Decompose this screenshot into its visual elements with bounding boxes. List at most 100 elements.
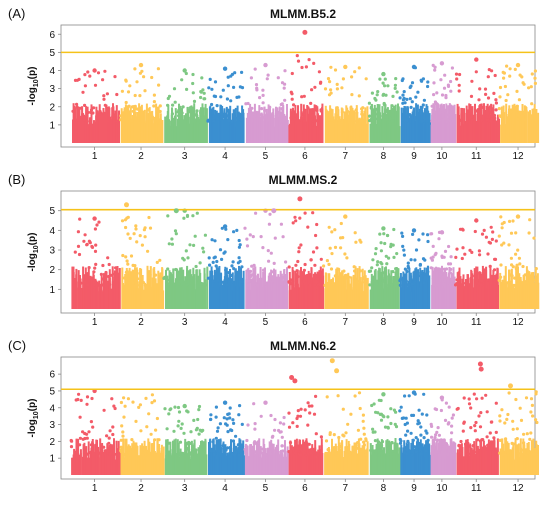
snp-point xyxy=(352,265,356,269)
chromosome-2-points xyxy=(120,215,165,309)
snp-point xyxy=(158,104,162,108)
chromosome-3-points xyxy=(162,208,209,309)
snp-point xyxy=(335,283,339,287)
snp-point xyxy=(69,438,73,443)
snp-band xyxy=(206,266,209,309)
snp-point xyxy=(220,115,224,119)
chromosome-11-points xyxy=(455,392,499,475)
snp-point xyxy=(394,274,399,278)
snp-point xyxy=(327,451,331,455)
snp-peak-point xyxy=(343,214,348,219)
snp-point xyxy=(305,442,309,446)
snp-point xyxy=(143,235,147,239)
snp-point xyxy=(82,118,86,122)
snp-point xyxy=(97,283,101,287)
snp-point xyxy=(368,114,372,118)
snp-band xyxy=(326,110,329,143)
snp-band xyxy=(113,276,116,309)
snp-point xyxy=(347,275,351,279)
snp-point xyxy=(386,415,390,419)
snp-point xyxy=(385,115,389,119)
snp-point xyxy=(197,278,201,282)
snp-point xyxy=(147,451,151,455)
snp-point xyxy=(175,453,179,457)
snp-band xyxy=(123,107,126,143)
snp-band xyxy=(310,109,313,143)
snp-point xyxy=(150,75,154,80)
snp-band xyxy=(92,442,94,475)
snp-point xyxy=(213,80,218,84)
snp-point xyxy=(150,393,154,397)
snp-point xyxy=(354,240,358,244)
snp-band xyxy=(229,269,231,309)
snp-band xyxy=(528,115,531,143)
snp-band xyxy=(153,267,156,309)
snp-point xyxy=(287,425,292,429)
snp-point xyxy=(78,436,82,440)
snp-point xyxy=(122,276,127,280)
snp-point xyxy=(383,425,388,429)
snp-point xyxy=(236,443,240,447)
snp-point xyxy=(518,406,522,410)
snp-point xyxy=(281,113,285,117)
snp-band xyxy=(306,113,309,143)
snp-point xyxy=(488,431,492,435)
snp-band xyxy=(496,438,499,475)
snp-band xyxy=(517,123,520,143)
snp-point xyxy=(310,88,314,92)
snp-point xyxy=(133,264,137,268)
snp-point xyxy=(390,441,394,445)
snp-point xyxy=(436,426,440,430)
chromosome-8-points xyxy=(367,226,400,309)
snp-point xyxy=(357,443,361,447)
snp-band xyxy=(404,446,407,475)
snp-point xyxy=(353,394,357,398)
snp-point xyxy=(347,114,351,118)
snp-point xyxy=(218,248,223,252)
snp-peak-point xyxy=(474,218,479,223)
snp-point xyxy=(474,70,478,74)
snp-point xyxy=(280,102,284,106)
snp-point xyxy=(328,80,332,84)
snp-band xyxy=(128,267,131,309)
snp-point xyxy=(426,233,430,237)
snp-band xyxy=(467,442,470,475)
snp-band xyxy=(177,442,180,475)
snp-point xyxy=(446,422,450,426)
snp-band xyxy=(214,450,217,475)
snp-point xyxy=(146,108,151,112)
snp-point xyxy=(113,272,117,276)
snp-band xyxy=(405,114,408,143)
snp-band xyxy=(410,291,413,309)
snp-point xyxy=(154,428,158,432)
snp-band xyxy=(165,455,168,475)
snp-point xyxy=(404,416,408,420)
snp-band xyxy=(460,107,463,143)
snp-point xyxy=(272,261,276,265)
snp-band xyxy=(75,268,78,309)
snp-point xyxy=(168,408,172,412)
snp-band xyxy=(341,114,344,143)
snp-point xyxy=(95,223,99,227)
snp-band xyxy=(443,104,445,143)
snp-point xyxy=(371,427,375,431)
snp-band xyxy=(506,287,508,309)
snp-band xyxy=(421,270,424,309)
snp-point xyxy=(135,283,139,287)
y-tick-label: 3 xyxy=(49,84,55,95)
snp-point xyxy=(273,428,277,432)
snp-point xyxy=(410,282,415,286)
snp-point xyxy=(174,267,178,272)
snp-point xyxy=(529,410,533,414)
snp-point xyxy=(83,84,87,88)
snp-band xyxy=(140,282,143,309)
snp-band xyxy=(124,438,127,475)
snp-band xyxy=(456,103,459,143)
snp-point xyxy=(419,425,423,429)
snp-point xyxy=(214,415,218,419)
snp-point xyxy=(227,109,231,113)
snp-band xyxy=(136,445,139,475)
snp-band xyxy=(394,438,397,475)
snp-band xyxy=(353,280,356,309)
